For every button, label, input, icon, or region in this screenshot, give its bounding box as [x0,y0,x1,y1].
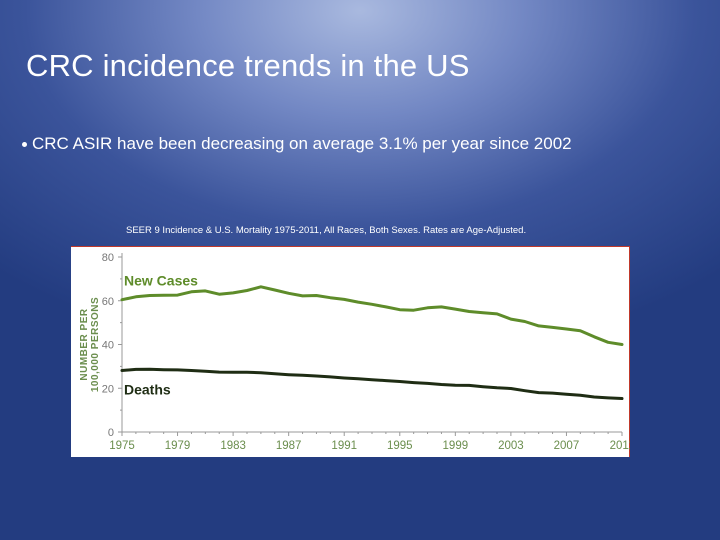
bullet-item: CRC ASIR have been decreasing on average… [22,134,572,154]
y-tick-label: 80 [102,252,114,264]
series-label-deaths: Deaths [124,382,171,398]
bullet-dot-icon [22,141,27,147]
x-tick-label: 2011 [610,440,630,452]
y-tick-label: 20 [102,383,114,395]
chart-caption: SEER 9 Incidence & U.S. Mortality 1975-2… [126,225,527,236]
x-tick-label: 1983 [220,440,246,452]
y-tick-label: 40 [102,340,114,352]
bullet-text: CRC ASIR have been decreasing on average… [32,134,572,153]
y-tick-label: 60 [102,296,114,308]
x-tick-label: 1995 [387,440,413,452]
slide-title: CRC incidence trends in the US [26,48,470,83]
x-tick-label: 1979 [165,440,191,452]
x-tick-label: 2003 [498,440,524,452]
chart-panel: 0 20 40 60 80 1975 1979 1983 1987 1991 1995 1999 200… [71,246,630,457]
y-axis-title-line1: NUMBER PER [79,308,90,381]
x-tick-label: 1975 [109,440,135,452]
y-axis-title-line2: 100,000 PERSONS [90,297,101,392]
incidence-mortality-chart: 0 20 40 60 80 1975 1979 1983 1987 1991 1995 1999 200… [71,246,630,457]
x-tick-label: 1987 [276,440,302,452]
series-line-new-cases [120,285,624,346]
x-tick-label: 1999 [443,440,469,452]
series-label-new-cases: New Cases [124,273,198,289]
x-tick-label: 2007 [554,440,580,452]
y-tick-label: 0 [108,427,114,439]
series-line-deaths [120,367,624,400]
x-tick-label: 1991 [331,440,357,452]
